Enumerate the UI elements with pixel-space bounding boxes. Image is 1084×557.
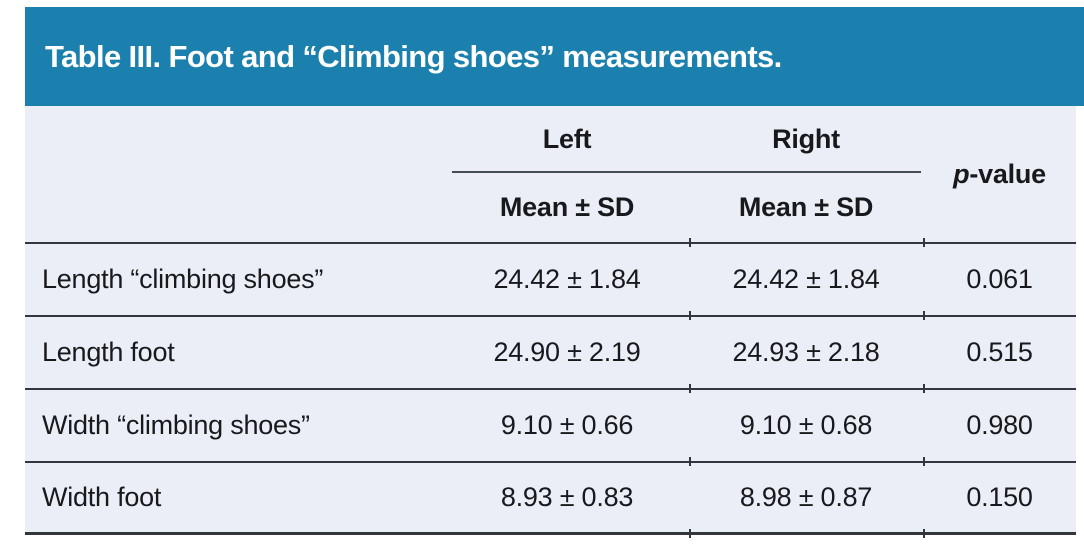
table-row: Length “climbing shoes” 24.42 ± 1.84 24.… xyxy=(25,238,1076,315)
table-header: Left Mean ± SD Right Mean ± SD p -value xyxy=(25,106,1076,242)
table-row: Width foot 8.93 ± 0.83 8.98 ± 0.87 0.150 xyxy=(25,457,1076,532)
table-row: Length foot 24.90 ± 2.19 24.93 ± 2.18 0.… xyxy=(25,311,1076,388)
column-group-right: Right Mean ± SD xyxy=(689,106,923,242)
header-spacer-cell xyxy=(25,106,445,242)
p-value: 0.980 xyxy=(966,410,1033,440)
right-mean-sd: 9.10 ± 0.68 xyxy=(739,410,873,440)
row-label: Length “climbing shoes” xyxy=(42,264,324,294)
measurements-table: Left Mean ± SD Right Mean ± SD p -value L… xyxy=(25,106,1076,538)
right-mean-sd: 24.93 ± 2.18 xyxy=(732,337,880,367)
row-label: Width foot xyxy=(42,482,162,512)
right-group-label: Right xyxy=(772,123,840,154)
p-value: 0.061 xyxy=(966,264,1033,294)
pvalue-column-header: p -value xyxy=(923,106,1076,242)
row-label: Width “climbing shoes” xyxy=(42,410,310,440)
group-spanner-rule xyxy=(452,171,921,173)
left-mean-sd: 24.90 ± 2.19 xyxy=(493,337,641,367)
right-mean-sd: 8.98 ± 0.87 xyxy=(739,482,873,512)
table-row: Width “climbing shoes” 9.10 ± 0.66 9.10 … xyxy=(25,384,1076,461)
left-group-label: Left xyxy=(542,123,592,154)
p-value: 0.150 xyxy=(966,482,1033,512)
pvalue-header-italic-p: p xyxy=(953,158,970,189)
right-mean-sd: 24.42 ± 1.84 xyxy=(732,264,880,294)
table-title-bar: Table III. Foot and “Climbing shoes” mea… xyxy=(25,7,1084,106)
row-label: Length foot xyxy=(42,337,175,367)
left-subheader: Mean ± SD xyxy=(499,191,635,222)
left-mean-sd: 8.93 ± 0.83 xyxy=(500,482,634,512)
right-subheader: Mean ± SD xyxy=(738,191,874,222)
left-mean-sd: 9.10 ± 0.66 xyxy=(500,410,634,440)
left-mean-sd: 24.42 ± 1.84 xyxy=(493,264,641,294)
column-group-left: Left Mean ± SD xyxy=(445,106,689,242)
table-title: Table III. Foot and “Climbing shoes” mea… xyxy=(45,38,782,74)
pvalue-header-suffix: -value xyxy=(969,158,1046,189)
p-value: 0.515 xyxy=(966,337,1033,367)
